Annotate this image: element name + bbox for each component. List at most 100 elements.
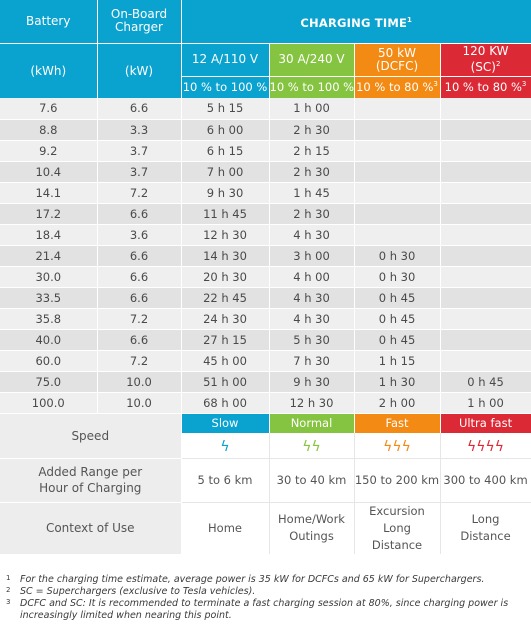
cell-onboard-kw: 3.3	[97, 119, 182, 141]
cell-time-30a-240v: 9 h 30	[269, 371, 355, 393]
context-fast-text: Excursion Long Distance	[369, 503, 425, 552]
cell-time-50kw-dcfc: 1 h 30	[354, 371, 441, 393]
cell-onboard-kw: 6.6	[97, 329, 182, 351]
col-30a-240v-title: 30 A/240 V	[269, 43, 355, 76]
cell-time-12a-110v: 45 h 00	[181, 350, 270, 372]
cell-time-120kw-sc	[440, 308, 531, 330]
footnote-1: 1 For the charging time estimate, average…	[6, 574, 526, 586]
cell-battery-kwh: 21.4	[0, 245, 98, 267]
charging-time-label: CHARGING TIME	[300, 15, 408, 30]
cell-onboard-kw: 7.2	[97, 308, 182, 330]
cell-onboard-kw: 6.6	[97, 98, 182, 120]
footnote-1-number: 1	[6, 574, 11, 582]
cell-time-12a-110v: 20 h 30	[181, 266, 270, 288]
cell-time-30a-240v: 2 h 30	[269, 203, 355, 225]
cell-onboard-kw: 3.7	[97, 161, 182, 183]
cell-time-12a-110v: 14 h 30	[181, 245, 270, 267]
charging-table-container: Battery On-Board Charger CHARGING TIME 1 …	[0, 0, 531, 554]
col-50kw-pct: 10 % to 80 %3	[354, 75, 441, 98]
cell-time-50kw-dcfc: 0 h 30	[354, 245, 441, 267]
footnote-2-text: SC = Superchargers (exclusive to Tesla v…	[20, 586, 256, 597]
col-12a-pct: 10 % to 100 %	[181, 75, 270, 98]
lightning-normal-icon: ϟϟ	[269, 433, 355, 459]
sc-footnote-mark: 2	[495, 60, 501, 68]
context-normal: Home/Work Outings	[269, 502, 355, 554]
table-row: 7.6 6.6 5 h 15 1 h 00	[0, 98, 531, 120]
cell-time-30a-240v: 1 h 45	[269, 182, 355, 204]
range-label-text: Added Range per Hour of Charging	[38, 465, 143, 495]
context-normal-text: Home/Work Outings	[278, 512, 345, 543]
table-row: 17.2 6.6 11 h 45 2 h 30	[0, 203, 531, 225]
cell-battery-kwh: 9.2	[0, 140, 98, 162]
cell-time-12a-110v: 68 h 00	[181, 392, 270, 414]
speed-slow-badge: Slow	[181, 413, 270, 433]
cell-time-120kw-sc	[440, 287, 531, 309]
col-50kw-dcfc-title: 50 kW (DCFC)	[354, 43, 441, 76]
table-row: 9.2 3.7 6 h 15 2 h 15	[0, 140, 531, 162]
range-fast: 150 to 200 km	[354, 458, 441, 503]
cell-battery-kwh: 18.4	[0, 224, 98, 246]
col-50kw-pct-footnote-mark: 3	[433, 80, 438, 89]
cell-battery-kwh: 33.5	[0, 287, 98, 309]
cell-time-50kw-dcfc: 0 h 45	[354, 329, 441, 351]
cell-time-50kw-dcfc	[354, 98, 441, 120]
cell-time-12a-110v: 6 h 15	[181, 140, 270, 162]
cell-time-120kw-sc	[440, 161, 531, 183]
cell-onboard-kw: 7.2	[97, 350, 182, 372]
footnote-3: 3 DCFC and SC: It is recommended to termi…	[6, 598, 526, 622]
lightning-normal-glyph: ϟϟ	[302, 438, 321, 455]
cell-time-50kw-dcfc	[354, 203, 441, 225]
col-120kw-pct: 10 % to 80 %3	[440, 75, 531, 98]
context-ultra: Long Distance	[440, 502, 531, 554]
lightning-ultra-glyph: ϟϟϟϟ	[467, 438, 504, 455]
battery-header: Battery	[0, 0, 98, 44]
cell-battery-kwh: 40.0	[0, 329, 98, 351]
cell-time-30a-240v: 12 h 30	[269, 392, 355, 414]
cell-time-12a-110v: 51 h 00	[181, 371, 270, 393]
table-row: 33.5 6.6 22 h 45 4 h 30 0 h 45	[0, 287, 531, 309]
lightning-ultra-icon: ϟϟϟϟ	[440, 433, 531, 459]
table-row: 75.0 10.0 51 h 00 9 h 30 1 h 30 0 h 45	[0, 371, 531, 393]
col-120kw-line1: 120 KW	[462, 44, 509, 58]
cell-battery-kwh: 35.8	[0, 308, 98, 330]
cell-time-12a-110v: 11 h 45	[181, 203, 270, 225]
cell-time-120kw-sc	[440, 119, 531, 141]
table-row: 8.8 3.3 6 h 00 2 h 30	[0, 119, 531, 141]
data-rows: 7.6 6.6 5 h 15 1 h 00 8.8 3.3 6 h 00 2 h 30 9.2 3…	[0, 98, 531, 414]
col-120kw-line2: (SC)	[470, 60, 496, 74]
footnote-2: 2 SC = Superchargers (exclusive to Tesla …	[6, 586, 526, 598]
cell-time-12a-110v: 7 h 00	[181, 161, 270, 183]
charging-time-table: Battery On-Board Charger CHARGING TIME 1 …	[0, 0, 531, 554]
cell-time-50kw-dcfc: 1 h 15	[354, 350, 441, 372]
cell-time-30a-240v: 4 h 30	[269, 224, 355, 246]
cell-time-120kw-sc	[440, 224, 531, 246]
cell-battery-kwh: 7.6	[0, 98, 98, 120]
cell-time-120kw-sc: 1 h 00	[440, 392, 531, 414]
cell-onboard-kw: 6.6	[97, 266, 182, 288]
lightning-slow-icon: ϟ	[181, 433, 270, 459]
cell-battery-kwh: 10.4	[0, 161, 98, 183]
cell-time-30a-240v: 4 h 00	[269, 266, 355, 288]
cell-time-50kw-dcfc	[354, 224, 441, 246]
cell-time-50kw-dcfc: 0 h 45	[354, 287, 441, 309]
cell-time-50kw-dcfc: 0 h 30	[354, 266, 441, 288]
summary-rows: Speed Slow Normal Fast Ultra fast ϟ ϟϟ ϟ…	[0, 413, 531, 554]
charging-time-footnote-mark: 1	[407, 15, 413, 24]
cell-battery-kwh: 8.8	[0, 119, 98, 141]
cell-battery-kwh: 14.1	[0, 182, 98, 204]
cell-time-120kw-sc	[440, 350, 531, 372]
onboard-charger-unit: (kW)	[97, 43, 182, 98]
cell-onboard-kw: 6.6	[97, 287, 182, 309]
table-row: 100.0 10.0 68 h 00 12 h 30 2 h 00 1 h 00	[0, 392, 531, 414]
cell-time-30a-240v: 2 h 15	[269, 140, 355, 162]
onboard-charger-label: On-Board Charger	[110, 7, 168, 35]
footnote-2-number: 2	[6, 586, 11, 594]
battery-unit: (kWh)	[0, 43, 98, 98]
cell-time-30a-240v: 7 h 30	[269, 350, 355, 372]
col-50kw-pct-text: 10 % to 80 %	[356, 80, 434, 95]
cell-time-30a-240v: 2 h 30	[269, 119, 355, 141]
speed-fast-badge: Fast	[354, 413, 441, 433]
cell-battery-kwh: 60.0	[0, 350, 98, 372]
context-fast: Excursion Long Distance	[354, 502, 441, 554]
cell-time-12a-110v: 6 h 00	[181, 119, 270, 141]
